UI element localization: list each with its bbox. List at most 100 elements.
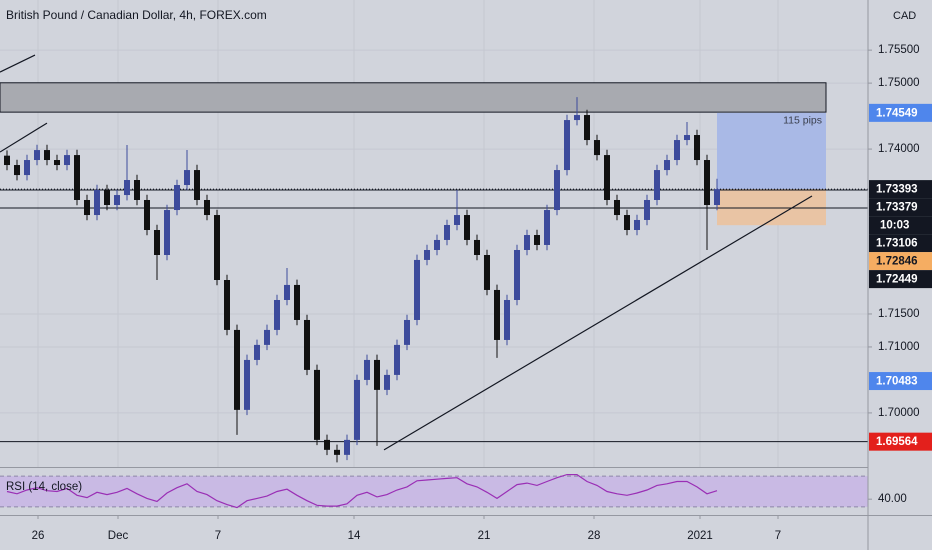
- y-tick-label: 1.74000: [878, 143, 920, 155]
- candle-body: [124, 180, 130, 196]
- candle-body: [154, 230, 160, 256]
- candle-body: [414, 259, 420, 320]
- candle-body: [184, 170, 190, 186]
- rsi-pane: [0, 474, 868, 509]
- candle-body: [604, 155, 610, 200]
- y-tick-label: 1.70000: [878, 407, 920, 419]
- candle-body: [404, 319, 410, 345]
- trendline: [0, 122, 48, 153]
- x-tick-label: 7: [215, 530, 221, 542]
- candle-body: [114, 195, 120, 206]
- candle-body: [204, 199, 210, 216]
- candle-body: [264, 329, 270, 345]
- candle-body: [424, 249, 430, 260]
- candle-body: [374, 359, 380, 390]
- price-tag: [869, 270, 932, 289]
- candle-body: [354, 379, 360, 440]
- candle-body: [234, 329, 240, 410]
- x-tick-label: 2021: [687, 530, 713, 542]
- candle-body: [364, 359, 370, 380]
- candle-body: [654, 170, 660, 200]
- candle-body: [554, 170, 560, 211]
- candle-body: [4, 155, 10, 166]
- candle-body: [214, 215, 220, 281]
- x-tick-label: 21: [478, 530, 491, 542]
- loss-zone: [717, 189, 826, 226]
- candle-body: [634, 219, 640, 231]
- candle-body: [564, 120, 570, 171]
- price-tag-label: 1.73393: [876, 184, 918, 196]
- price-tag-label: 1.73106: [876, 238, 918, 250]
- rsi-tick-label: 40.00: [878, 493, 907, 505]
- price-tag-label: 1.72449: [876, 274, 918, 286]
- countdown-label: 10:03: [880, 220, 909, 232]
- candle-body: [484, 255, 490, 290]
- candle-body: [104, 190, 110, 206]
- countdown-tag: [869, 216, 932, 235]
- price-tag: [869, 432, 932, 451]
- candle-body: [14, 165, 20, 176]
- candle-body: [644, 199, 650, 220]
- price-pane: [0, 0, 868, 467]
- price-tag: [869, 372, 932, 391]
- candle-body: [614, 199, 620, 216]
- candle-body: [624, 215, 630, 231]
- price-tag: [869, 180, 932, 199]
- candle-body: [134, 180, 140, 200]
- resistance-zone: [0, 82, 827, 113]
- candle-body: [704, 160, 710, 206]
- price-tag-label: 1.70483: [876, 376, 918, 388]
- candle-body: [494, 289, 500, 340]
- candle-body: [194, 170, 200, 200]
- x-tick-label: 7: [775, 530, 781, 542]
- price-tag-label: 1.74549: [876, 107, 918, 119]
- profit-zone: [717, 112, 826, 190]
- candle-body: [274, 299, 280, 330]
- position-label: 115 pips: [783, 115, 822, 127]
- candle-body: [44, 150, 50, 161]
- currency-label: CAD: [893, 10, 916, 22]
- candle-body: [544, 210, 550, 245]
- candle-body: [594, 140, 600, 156]
- candle-body: [314, 369, 320, 440]
- candle-body: [174, 185, 180, 211]
- candle-body: [714, 189, 720, 206]
- candle-body: [294, 284, 300, 320]
- rsi-band: [0, 476, 868, 507]
- candle-body: [534, 235, 540, 245]
- trendline: [0, 54, 36, 73]
- x-tick-label: 28: [588, 530, 601, 542]
- candle-body: [524, 235, 530, 250]
- trendline: [383, 195, 813, 451]
- candle-body: [64, 155, 70, 166]
- candle-body: [684, 135, 690, 141]
- candle-body: [394, 344, 400, 375]
- price-tag: [869, 252, 932, 271]
- y-tick-label: 1.71000: [878, 341, 920, 353]
- price-tag: [869, 234, 932, 253]
- candle-body: [504, 299, 510, 340]
- candle-body: [34, 150, 40, 161]
- y-tick-label: 1.71500: [878, 308, 920, 320]
- x-tick-label: 26: [32, 530, 45, 542]
- price-tag-label: 1.72846: [876, 256, 918, 268]
- candle-body: [54, 160, 60, 166]
- candle-body: [324, 439, 330, 450]
- candle-body: [224, 280, 230, 330]
- candle-body: [94, 190, 100, 216]
- candle-body: [674, 140, 680, 161]
- chart-title: British Pound / Canadian Dollar, 4h, FOR…: [6, 8, 267, 22]
- candle-body: [334, 449, 340, 455]
- y-tick-label: 1.75000: [878, 77, 920, 89]
- candle-body: [344, 439, 350, 455]
- price-tag-label: 1.73379: [876, 202, 918, 214]
- candle-body: [144, 199, 150, 231]
- candle-body: [24, 160, 30, 176]
- candle-body: [84, 199, 90, 216]
- candle-body: [464, 215, 470, 240]
- candle-body: [444, 224, 450, 240]
- candle-body: [584, 115, 590, 141]
- candle-body: [454, 215, 460, 225]
